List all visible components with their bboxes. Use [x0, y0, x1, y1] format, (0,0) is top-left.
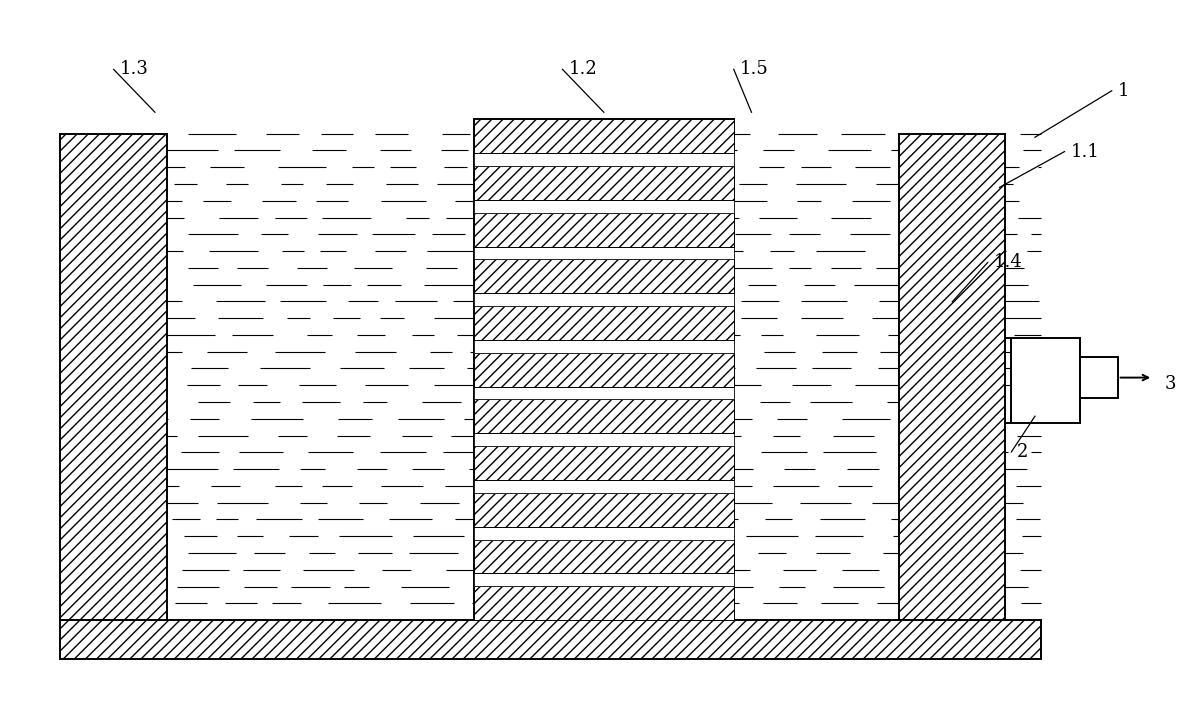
Text: 1.4: 1.4 [993, 253, 1022, 271]
Bar [474, 480, 734, 493]
Bar [474, 306, 734, 340]
Bar [899, 134, 1005, 620]
Bar [474, 586, 734, 620]
Bar [474, 293, 734, 306]
Bar [474, 353, 734, 386]
Bar [474, 446, 734, 480]
Bar [474, 574, 734, 586]
Bar [1080, 357, 1118, 398]
Bar [474, 259, 734, 293]
Bar [60, 620, 1041, 659]
Bar [474, 213, 734, 246]
Bar [1011, 337, 1080, 424]
Bar [474, 166, 734, 200]
Bar [474, 200, 734, 213]
Text: 3: 3 [1165, 375, 1177, 393]
Bar [474, 434, 734, 446]
Text: 1.3: 1.3 [120, 60, 148, 78]
Bar [474, 527, 734, 539]
Bar [60, 134, 167, 620]
Bar [474, 399, 734, 434]
Text: 1.5: 1.5 [740, 60, 768, 78]
Text: 1.1: 1.1 [1070, 143, 1099, 161]
Bar [474, 119, 734, 153]
Bar [474, 246, 734, 259]
Bar [474, 493, 734, 527]
Text: 1.2: 1.2 [568, 60, 597, 78]
Bar [474, 539, 734, 574]
Bar [474, 386, 734, 399]
Bar [474, 119, 734, 620]
Bar [474, 153, 734, 166]
Text: 1: 1 [1118, 82, 1130, 100]
Bar [474, 340, 734, 353]
Text: 2: 2 [1017, 443, 1029, 461]
